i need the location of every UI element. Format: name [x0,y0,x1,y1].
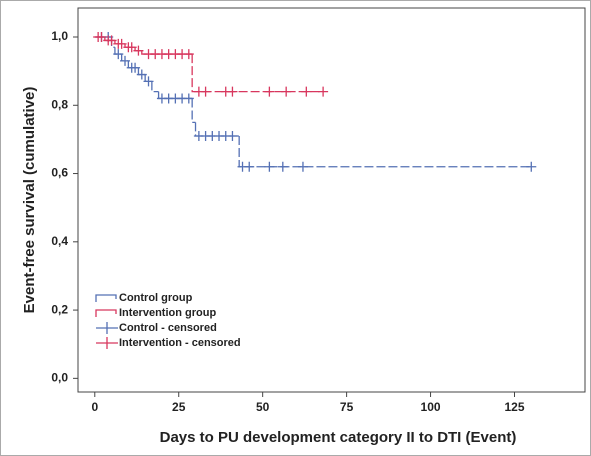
y-tick-label: 0,2 [51,302,68,316]
survival-step [191,98,196,123]
censor-mark [301,86,312,97]
censor-mark [116,38,127,49]
censor-mark [200,86,211,97]
x-axis-title: Days to PU development category II to DT… [160,429,517,446]
y-tick-label: 0,8 [51,97,68,111]
legend-symbol [96,337,118,349]
y-tick-label: 1,0 [51,29,68,43]
censor-mark [264,86,275,97]
x-tick-label: 75 [340,400,354,414]
censor-mark [244,161,255,172]
censor-mark [297,161,308,172]
legend-label: Intervention - censored [119,337,241,349]
x-tick-label: 25 [172,400,186,414]
legend-label: Control group [119,292,193,304]
plot-area [77,7,586,393]
survival-step [151,81,159,93]
censor-mark [277,161,288,172]
censor-mark [120,55,131,66]
censor-mark [126,42,137,53]
legend-label: Control - censored [119,322,217,334]
legend-symbol [95,309,117,317]
legend-symbol [95,294,117,302]
censor-mark [264,161,275,172]
legend-symbol [96,322,118,334]
y-axis-title: Event-free survival (cumulative) [21,87,38,314]
censor-mark [281,86,292,97]
censor-mark [130,62,141,73]
censor-mark [113,49,124,60]
x-tick-label: 50 [256,400,270,414]
censor-mark [136,69,147,80]
censor-mark [227,131,238,141]
legend-label: Intervention group [119,307,216,319]
censor-mark [318,86,329,97]
x-tick-label: 0 [91,400,98,414]
censor-mark [183,93,194,104]
censor-mark [183,49,194,60]
y-tick-label: 0,0 [51,371,68,385]
censor-mark [143,76,154,87]
y-tick-label: 0,6 [51,166,68,180]
x-tick-label: 100 [421,400,441,414]
x-tick-label: 125 [504,400,524,414]
censor-mark [227,86,238,97]
survival-step [191,54,324,93]
censor-mark [106,35,117,46]
y-tick-label: 0,4 [51,234,68,248]
censor-mark [96,32,107,43]
censor-mark [133,45,144,56]
censor-mark [526,161,537,172]
